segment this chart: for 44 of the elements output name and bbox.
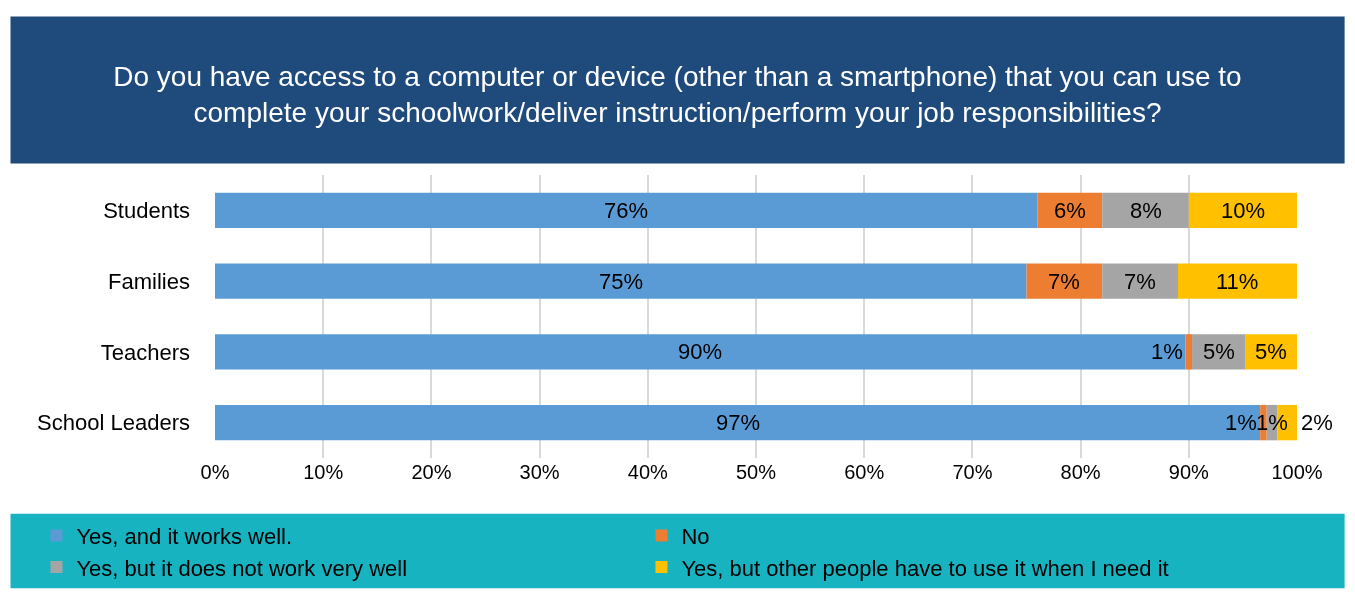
- legend-label: Yes, and it works well.: [76, 523, 293, 549]
- bar: [215, 334, 1186, 370]
- y-tick-label: Students: [103, 198, 190, 224]
- x-tick-label: 0%: [200, 461, 230, 483]
- x-tick-label: 10%: [303, 461, 344, 483]
- data-label: 11%: [1216, 269, 1259, 294]
- data-label: 75%: [599, 269, 644, 294]
- bar: [1188, 192, 1297, 229]
- x-tick-label: 90%: [1168, 461, 1210, 483]
- legend-label: Yes, but it does not work very well: [76, 555, 408, 581]
- x-tick-label: 50%: [735, 461, 777, 483]
- data-label: 8%: [1130, 198, 1162, 223]
- bar: [215, 263, 1027, 299]
- y-tick-label: School Leaders: [37, 410, 190, 436]
- data-label: 7%: [1124, 269, 1156, 294]
- data-label: 5%: [1203, 339, 1235, 364]
- chart-title: Do you have access to a computer or device (other than a smartphone) that you can use to complete your schoolwork/deliver instruction/perform your job responsibilities?: [113, 61, 1242, 129]
- data-label: 2%: [1301, 410, 1333, 435]
- data-label: 1%: [1151, 339, 1183, 364]
- y-tick-label: Families: [108, 268, 190, 294]
- bar: [1102, 192, 1189, 229]
- data-label: 90%: [678, 339, 723, 364]
- bar: [1026, 263, 1103, 299]
- bar: [1185, 334, 1193, 370]
- data-label: 10%: [1221, 198, 1266, 223]
- data-label: 6%: [1054, 198, 1086, 223]
- data-label: 97%: [716, 410, 761, 435]
- legend-label: No: [681, 523, 710, 549]
- bar: [1177, 263, 1297, 299]
- x-tick-label: 80%: [1060, 461, 1101, 483]
- data-label: 1%: [1225, 410, 1257, 435]
- x-tick-label: 20%: [411, 461, 452, 483]
- x-tick-label: 40%: [627, 461, 669, 483]
- bar: [1102, 263, 1178, 299]
- data-label: 5%: [1255, 339, 1287, 364]
- x-tick-label: 30%: [519, 461, 560, 483]
- data-label: 76%: [604, 198, 649, 223]
- bar: [215, 192, 1038, 229]
- data-label: 7%: [1048, 269, 1080, 294]
- y-tick-label: Teachers: [100, 339, 190, 365]
- x-tick-label: 100%: [1271, 461, 1323, 483]
- x-tick-label: 60%: [844, 461, 885, 483]
- x-tick-label: 70%: [952, 461, 993, 483]
- legend-label: Yes, but other people have to use it when I need it: [681, 555, 1169, 581]
